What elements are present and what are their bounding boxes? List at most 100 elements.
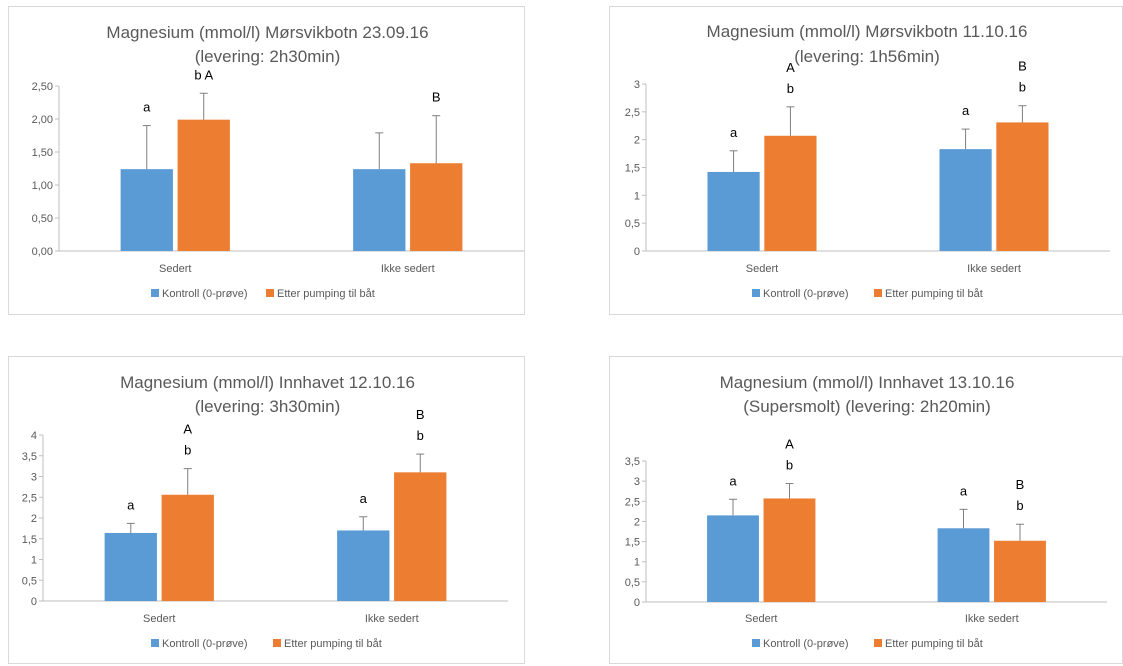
y-tick-label: 1 [634,190,640,202]
y-tick-label: 2,00 [32,114,53,126]
significance-label: B [1018,59,1027,74]
y-tick-label: 3,5 [22,451,37,463]
y-tick-label: 2 [634,135,640,147]
legend-label: Kontroll (0-prøve) [763,288,849,300]
significance-label: b [787,81,794,96]
y-tick-label: 0 [31,596,37,608]
significance-label: a [729,473,737,488]
y-tick-label: 2,5 [22,492,37,504]
category-label: Sedert [159,263,191,275]
legend-label: Kontroll (0-prøve) [763,638,849,650]
significance-label: a [962,103,970,118]
significance-label: a [360,491,368,506]
legend-label: Kontroll (0-prøve) [162,638,248,650]
legend-swatch [151,289,159,297]
significance-label: A [183,422,192,437]
bar-etter-pumping [161,494,214,601]
significance-label: B [1016,477,1025,492]
chart-title-line-0: Magnesium (mmol/l) Innhavet 12.10.16 [120,373,415,392]
legend-swatch [273,639,281,647]
significance-label: a [960,483,968,498]
significance-label: B [416,407,425,422]
y-tick-label: 2 [634,516,640,528]
bar-chart-1: Magnesium (mmol/l) Mørsvikbotn 11.10.16 (… [625,22,1110,300]
y-tick-label: 0,5 [22,575,37,587]
y-tick-label: 3 [31,472,37,484]
significance-label: b [786,458,793,473]
bar-kontroll [707,171,760,251]
significance-label: b A [194,67,213,82]
bar-kontroll [937,528,990,602]
category-label: Sedert [143,613,175,625]
chart-title-line-1: (levering: 2h30min) [195,47,341,66]
legend-swatch [266,289,274,297]
legend-label: Kontroll (0-prøve) [162,288,248,300]
y-tick-label: 0,00 [32,246,53,258]
y-tick-label: 3 [634,476,640,488]
chart-panel-morsvikbotn-23-09: Magnesium (mmol/l) Mørsvikbotn 23.09.16 (… [8,6,525,315]
y-tick-label: 0,5 [625,218,640,230]
bar-etter-pumping [410,163,463,251]
legend-label: Etter pumping til båt [885,638,983,650]
y-tick-label: 0,5 [625,577,640,589]
significance-label: A [786,60,795,75]
y-tick-label: 2,5 [625,107,640,119]
y-tick-label: 1,5 [22,534,37,546]
bar-kontroll [120,169,173,251]
bar-etter-pumping [994,540,1046,602]
significance-label: B [432,90,441,105]
y-tick-label: 0,50 [32,213,53,225]
y-tick-label: 1,5 [625,537,640,549]
y-tick-label: 2,50 [32,81,53,93]
chart-title-line-1: (Supersmolt) (levering: 2h20min) [743,397,991,416]
significance-label: b [1019,80,1026,95]
chart-title-line-0: Magnesium (mmol/l) Innhavet 13.10.16 [720,373,1015,392]
chart-panel-morsvikbotn-11-10: Magnesium (mmol/l) Mørsvikbotn 11.10.16 (… [609,6,1123,315]
legend-swatch [752,639,760,647]
chart-title-line-1: (levering: 3h30min) [195,397,341,416]
category-label: Ikke sedert [965,613,1019,625]
bar-kontroll [337,530,390,601]
bar-kontroll [939,149,992,251]
bar-kontroll [104,532,157,601]
category-label: Ikke sedert [967,263,1021,275]
bar-chart-3: Magnesium (mmol/l) Innhavet 13.10.16 (Sup… [625,373,1107,650]
bar-etter-pumping [996,122,1049,251]
bar-etter-pumping [763,498,816,602]
significance-label: a [127,497,135,512]
chart-title-line-0: Magnesium (mmol/l) Mørsvikbotn 11.10.16 [707,22,1028,41]
bar-kontroll [353,169,406,251]
category-label: Sedert [746,263,778,275]
bar-chart-0: Magnesium (mmol/l) Mørsvikbotn 23.09.16 (… [32,23,524,300]
y-tick-label: 4 [31,430,37,442]
legend-swatch [151,639,159,647]
bar-chart-2: Magnesium (mmol/l) Innhavet 12.10.16 (lev… [22,373,508,650]
bar-kontroll [707,515,759,602]
y-tick-label: 1,00 [32,180,53,192]
chart-title-line-0: Magnesium (mmol/l) Mørsvikbotn 23.09.16 [106,23,428,42]
bar-etter-pumping [394,472,447,601]
y-tick-label: 0 [634,597,640,609]
y-tick-label: 1,50 [32,147,53,159]
chart-panel-innhavet-13-10: Magnesium (mmol/l) Innhavet 13.10.16 (Sup… [609,356,1123,664]
bar-etter-pumping [177,119,230,251]
legend-label: Etter pumping til båt [284,638,382,650]
y-tick-label: 3,5 [625,456,640,468]
significance-label: a [730,125,738,140]
chart-panel-innhavet-12-10: Magnesium (mmol/l) Innhavet 12.10.16 (lev… [8,356,525,664]
legend-label: Etter pumping til båt [885,288,983,300]
significance-label: b [184,443,191,458]
legend-label: Etter pumping til båt [277,288,375,300]
legend-swatch [874,289,882,297]
bar-etter-pumping [764,135,817,251]
y-tick-label: 2,5 [625,496,640,508]
significance-label: A [785,437,794,452]
chart-title-line-1: (levering: 1h56min) [794,47,940,66]
category-label: Ikke sedert [381,263,435,275]
significance-label: a [143,100,151,115]
y-tick-label: 1 [31,555,37,567]
y-tick-label: 0 [634,246,640,258]
significance-label: b [417,428,424,443]
legend-swatch [874,639,882,647]
y-tick-label: 2 [31,513,37,525]
